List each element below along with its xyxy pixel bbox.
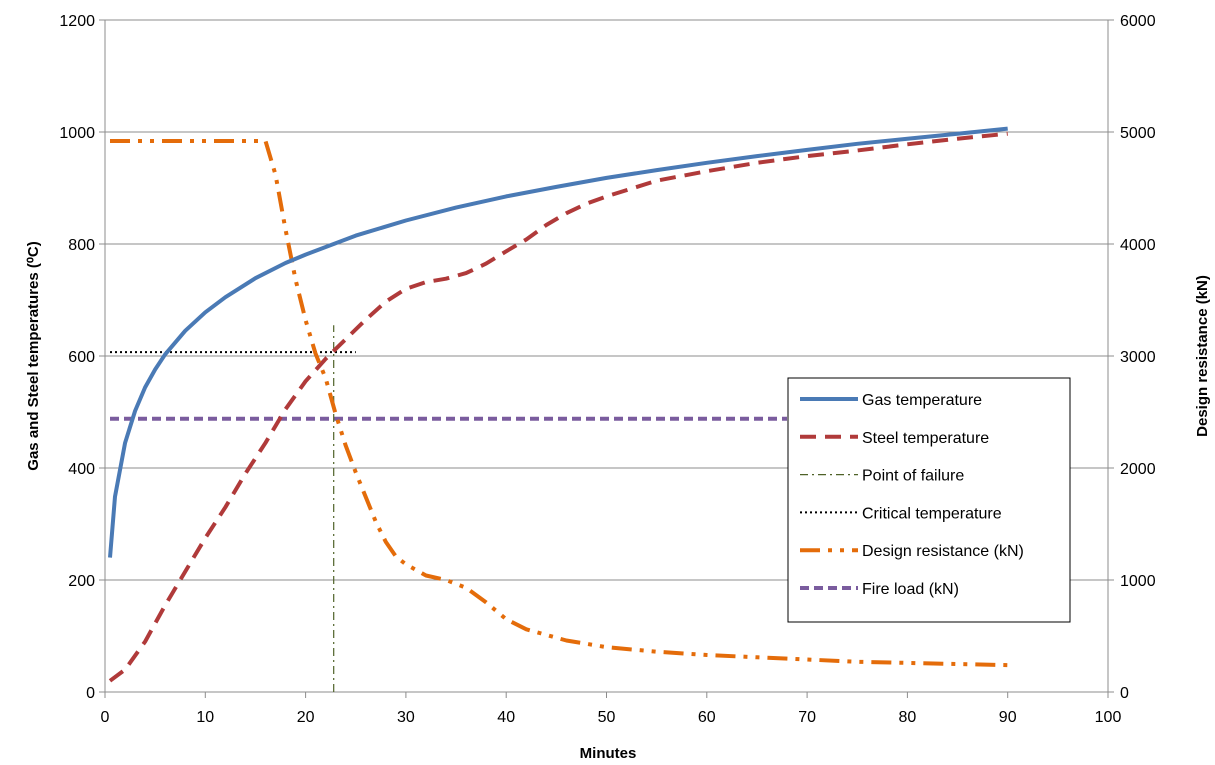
x-tick-label: 70 <box>798 709 816 726</box>
x-tick-label: 40 <box>497 709 515 726</box>
legend-box <box>787 377 1071 623</box>
y-tick-label: 1000 <box>59 125 95 142</box>
legend-items: Gas temperature Steel temperature Point of… <box>800 392 1024 598</box>
series-layer <box>108 126 1008 692</box>
y-tick-label: 600 <box>68 349 95 366</box>
y2-tick-label: 6000 <box>1120 13 1156 30</box>
series-line-1 <box>108 131 1008 683</box>
series-line-4 <box>110 139 1008 668</box>
y-tick-label: 0 <box>86 685 95 702</box>
x-tick-label: 60 <box>698 709 716 726</box>
x-tick-label: 30 <box>397 709 415 726</box>
y2-tick-label: 1000 <box>1120 573 1156 590</box>
series-line-0 <box>108 126 1008 558</box>
y2-tick-label: 3000 <box>1120 349 1156 366</box>
x-tick-label: 80 <box>899 709 917 726</box>
x-tick-label: 90 <box>999 709 1017 726</box>
legend-label-5: Fire load (kN) <box>862 581 959 598</box>
legend-label-1: Steel temperature <box>862 430 989 447</box>
y2-tick-labels: 0 1000 2000 3000 4000 5000 6000 <box>1120 13 1156 702</box>
x-tick-label: 20 <box>297 709 315 726</box>
legend: Gas temperature Steel temperature Point of… <box>787 377 1071 623</box>
y-tick-labels: 0 200 400 600 800 1000 1200 <box>59 13 95 702</box>
x-axis-title: Minutes <box>580 745 637 762</box>
y-tick-label: 800 <box>68 237 95 254</box>
y2-tick-label: 2000 <box>1120 461 1156 478</box>
y-axis-title: Gas and Steel temperatures (⁰C) <box>25 241 42 470</box>
y2-tick-label: 4000 <box>1120 237 1156 254</box>
x-tick-label: 50 <box>598 709 616 726</box>
axes <box>99 19 1114 698</box>
y2-axis-title: Design resistance (kN) <box>1194 275 1211 437</box>
x-tick-label: 10 <box>196 709 214 726</box>
x-tick-labels: 0 10 20 30 40 50 60 70 80 90 100 <box>101 709 1122 726</box>
x-tick-label: 0 <box>101 709 110 726</box>
legend-label-0: Gas temperature <box>862 392 982 409</box>
y-tick-label: 400 <box>68 461 95 478</box>
legend-label-4: Design resistance (kN) <box>862 543 1024 560</box>
legend-label-3: Critical temperature <box>862 505 1002 522</box>
x-tick-label: 100 <box>1095 709 1122 726</box>
y2-tick-label: 5000 <box>1120 125 1156 142</box>
legend-label-2: Point of failure <box>862 468 964 485</box>
y2-tick-label: 0 <box>1120 685 1129 702</box>
y-tick-label: 1200 <box>59 13 95 30</box>
gridlines <box>105 19 1108 693</box>
y-tick-label: 200 <box>68 573 95 590</box>
